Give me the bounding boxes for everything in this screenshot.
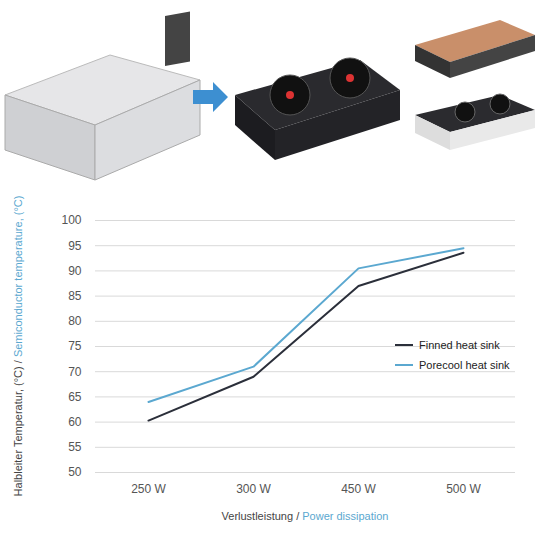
svg-text:Halbleiter Temperatur, (°C) /: Halbleiter Temperatur, (°C) / Semiconduc… bbox=[12, 196, 24, 497]
svg-text:90: 90 bbox=[68, 264, 82, 278]
svg-text:70: 70 bbox=[68, 365, 82, 379]
svg-text:65: 65 bbox=[68, 390, 82, 404]
svg-text:85: 85 bbox=[68, 289, 82, 303]
svg-text:95: 95 bbox=[68, 239, 82, 253]
svg-text:Verlustleistung / Power dissip: Verlustleistung / Power dissipation bbox=[222, 510, 389, 522]
svg-text:500 W: 500 W bbox=[446, 482, 481, 496]
svg-text:450 W: 450 W bbox=[341, 482, 376, 496]
svg-text:250 W: 250 W bbox=[131, 482, 166, 496]
svg-text:60: 60 bbox=[68, 415, 82, 429]
svg-text:300 W: 300 W bbox=[236, 482, 271, 496]
html-text:Finned heat sink: Finned heat sink bbox=[419, 339, 500, 351]
svg-text:55: 55 bbox=[68, 440, 82, 454]
svg-text:50: 50 bbox=[68, 465, 82, 479]
svg-text:100: 100 bbox=[61, 213, 81, 227]
svg-text:75: 75 bbox=[68, 339, 82, 353]
html-text:Porecool heat sink: Porecool heat sink bbox=[419, 359, 510, 371]
svg-text:80: 80 bbox=[68, 314, 82, 328]
